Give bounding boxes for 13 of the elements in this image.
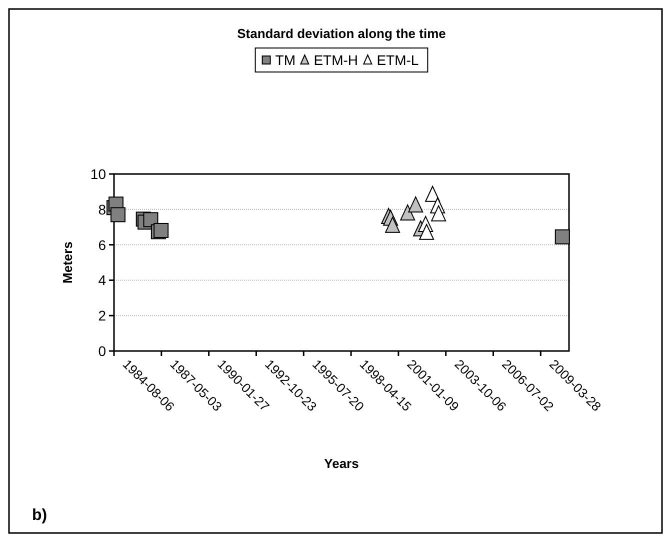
y-tick-label: 2 <box>98 308 106 324</box>
x-axis-title: Years <box>324 456 359 471</box>
y-tick-label: 4 <box>98 272 106 288</box>
chart-title: Standard deviation along the time <box>237 26 446 41</box>
y-tick-label: 6 <box>98 236 106 253</box>
text: b) <box>32 507 48 524</box>
y-tick-label: 8 <box>98 201 106 218</box>
legend-label: ETM-H <box>314 52 358 68</box>
legend-label: ETM-L <box>376 52 419 68</box>
legend-label: TM <box>275 52 296 68</box>
y-axis-title: Meters <box>60 242 75 284</box>
y-tick-label: 10 <box>90 166 106 182</box>
y-tick-label: 0 <box>98 343 106 359</box>
